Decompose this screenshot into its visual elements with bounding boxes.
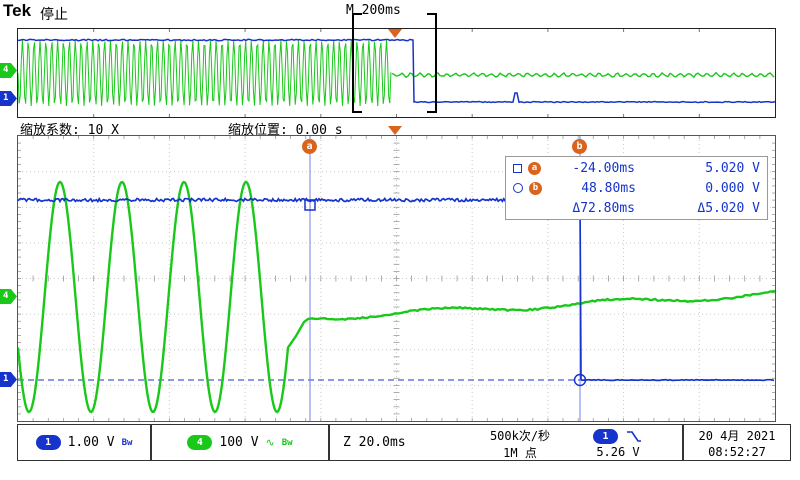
trigger-position-icon-main — [388, 126, 402, 135]
record-length: 1M 点 — [503, 446, 537, 460]
zoom-factor-label: 缩放系数: 10 X — [20, 123, 119, 138]
cursor-a-voltage: 5.020 V — [705, 160, 760, 176]
trigger-slope-icon — [627, 431, 641, 442]
acquisition-status: 停止 — [40, 7, 68, 23]
cursor-a-time: -24.00ms — [572, 160, 635, 176]
trigger-source-badge: 1 — [593, 429, 618, 444]
main-graticule — [17, 135, 776, 422]
cursor-a-badge: a — [302, 139, 317, 154]
cursor-b-circle-icon — [513, 183, 523, 193]
ch1-readout-box: 1 1.00 V Bw — [17, 424, 151, 461]
cursor-readout-panel: a -24.00ms 5.020 V b 48.80ms 0.000 V Δ72… — [505, 156, 768, 220]
zoom-window-bracket-left — [352, 13, 362, 113]
cursor-a-square-icon — [513, 163, 522, 173]
cursor-b-voltage: 0.000 V — [705, 180, 760, 196]
ch1-badge: 1 — [35, 435, 61, 450]
zoom-timebase: Z 20.0ms — [343, 435, 406, 450]
ch1-scale: 1.00 V — [67, 435, 115, 450]
cursor-a-row: a -24.00ms 5.020 V — [506, 158, 767, 178]
horizontal-trigger-box: Z 20.0ms 500k次/秒 1M 点 1 5.26 V — [329, 424, 683, 461]
ch1-marker-overview: 1 — [0, 91, 17, 106]
overview-window — [17, 28, 776, 118]
cursor-b-badge-small: b — [529, 181, 542, 195]
acquisition-rate: 500k次/秒 — [489, 429, 551, 443]
cursor-delta-time: Δ72.80ms — [572, 200, 635, 216]
overview-waveform-svg — [18, 29, 775, 117]
trigger-position-icon-overview — [388, 29, 402, 38]
trigger-level: 5.26 V — [596, 445, 640, 459]
cursor-delta-row: Δ72.80ms Δ5.020 V — [506, 198, 767, 218]
ch4-coupling-icon: ∿ — [265, 436, 275, 449]
ch4-marker-main: 4 — [0, 289, 17, 304]
ch1-marker-main: 1 — [0, 372, 17, 387]
time-label: 08:52:27 — [708, 445, 766, 459]
zoom-position-label: 缩放位置: 0.00 s — [228, 123, 343, 138]
cursor-a-badge-small: a — [528, 161, 541, 175]
date-label: 20 4月 2021 — [698, 429, 776, 443]
cursor-b-row: b 48.80ms 0.000 V — [506, 178, 767, 198]
cursor-b-badge: b — [572, 139, 587, 154]
ch4-readout-box: 4 100 V ∿ Bw — [151, 424, 329, 461]
ch4-marker-overview: 4 — [0, 63, 17, 78]
main-waveform-svg — [18, 136, 775, 421]
zoom-window-bracket-right — [427, 13, 437, 113]
cursor-b-time: 48.80ms — [581, 180, 636, 196]
cursor-delta-voltage: Δ5.020 V — [697, 200, 760, 216]
ch4-bandwidth-icon: Bw — [281, 437, 293, 448]
datetime-box: 20 4月 2021 08:52:27 — [683, 424, 791, 461]
ch1-bandwidth-icon: Bw — [121, 437, 133, 448]
ch4-badge: 4 — [187, 435, 213, 450]
brand-logo: Tek — [3, 1, 32, 20]
ch4-scale: 100 V — [219, 435, 259, 450]
